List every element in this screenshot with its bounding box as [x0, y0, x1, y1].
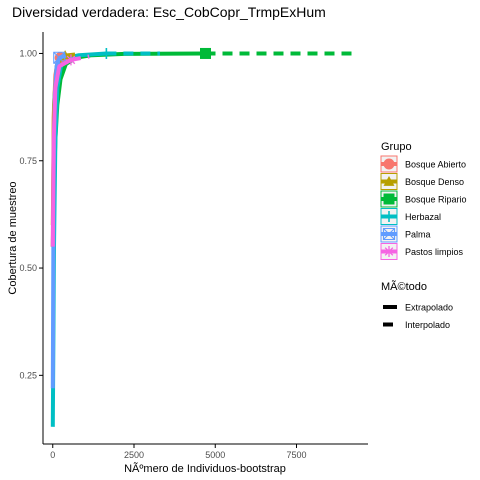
plot-panel: 0 2500 5000 7500 0.25 0.50 0.75 1.00 — [19, 32, 368, 460]
x-tick-label: 7500 — [286, 450, 306, 460]
legend-grupo-entries: Bosque Abierto Bosque Denso Bosque Ripario… — [380, 155, 467, 260]
legend-label-bosque-denso: Bosque Denso — [405, 177, 464, 187]
legend: Grupo Bosque Abierto Bosque Denso Bosque R… — [380, 141, 467, 330]
legend-key-marker-bosque-denso — [383, 176, 395, 186]
x-axis-label: NÃºmero de Individuos-bootstrap — [124, 462, 286, 475]
series-marker-herbazal — [100, 47, 112, 59]
chart-title: Diversidad verdadera: Esc_CobCopr_TrmpEx… — [12, 4, 326, 20]
legend-key-marker-pastos-limpios — [383, 246, 395, 257]
y-tick-label: 0.50 — [19, 263, 37, 273]
y-tick-label: 1.00 — [19, 48, 37, 58]
series-interpolado-herbazal — [50, 51, 107, 427]
legend-label-interpolado: Interpolado — [405, 320, 450, 330]
x-tick-label: 2500 — [124, 450, 144, 460]
legend-key-marker-herbazal — [383, 211, 395, 222]
y-axis-label: Cobertura de muestreo — [7, 181, 19, 294]
x-tick-label: 0 — [50, 450, 55, 460]
legend-label-pastos-limpios: Pastos limpios — [405, 247, 464, 257]
legend-metodo-entries: Extrapolado Interpolado — [383, 303, 453, 330]
series-interpolado-pastos-limpios — [50, 58, 72, 247]
y-tick-label: 0.75 — [19, 156, 37, 166]
series-marker-pastos-limpios — [65, 54, 77, 66]
legend-key-marker-bosque-abierto — [383, 158, 395, 170]
x-axis-ticks: 0 2500 5000 7500 — [50, 444, 307, 460]
legend-label-herbazal: Herbazal — [405, 212, 441, 222]
series-interpolado-bosque-ripario — [50, 51, 206, 247]
legend-title-grupo: Grupo — [381, 141, 412, 153]
x-tick-label: 5000 — [205, 450, 225, 460]
series-layer — [50, 47, 359, 427]
y-axis-ticks: 0.25 0.50 0.75 1.00 — [19, 48, 43, 380]
legend-key-marker-bosque-ripario — [383, 193, 395, 205]
legend-label-bosque-abierto: Bosque Abierto — [405, 160, 466, 170]
legend-label-bosque-ripario: Bosque Ripario — [405, 195, 467, 205]
legend-title-metodo: MÃ©todo — [381, 280, 427, 293]
legend-label-extrapolado: Extrapolado — [405, 303, 453, 313]
series-marker-bosque-ripario — [200, 47, 211, 59]
legend-label-palma: Palma — [405, 230, 431, 240]
y-tick-label: 0.25 — [19, 370, 37, 380]
legend-key-marker-palma — [382, 227, 396, 241]
